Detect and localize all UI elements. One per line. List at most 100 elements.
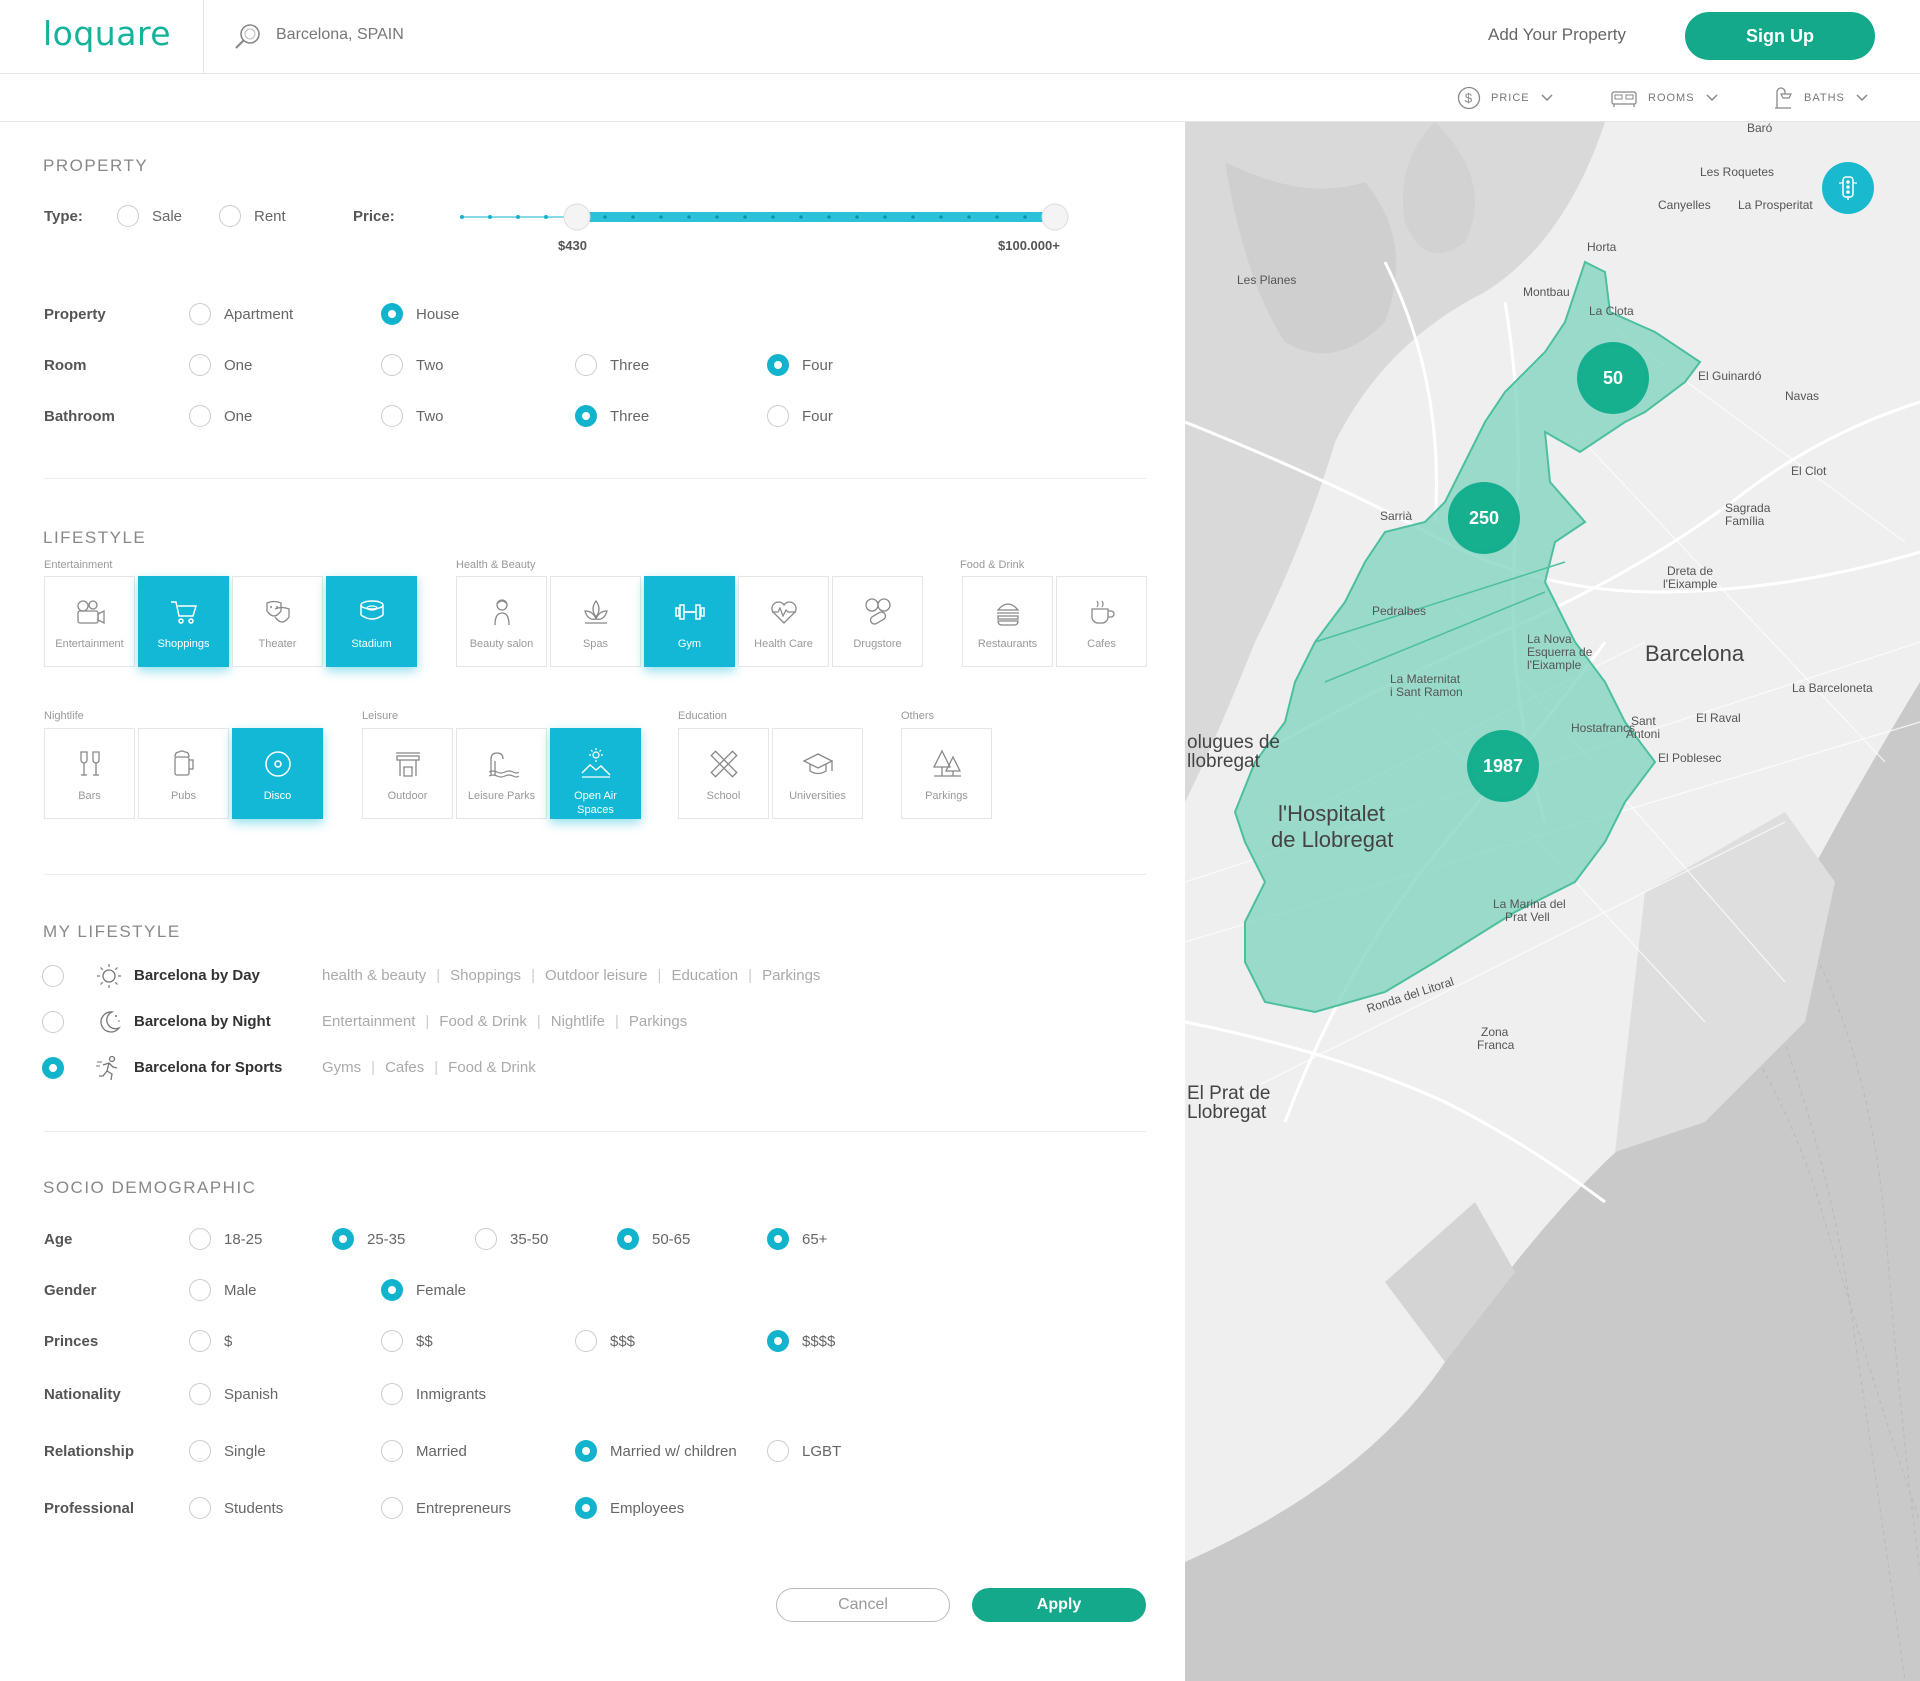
room-three-radio[interactable]: Three bbox=[575, 354, 649, 376]
tile-shoppings[interactable]: Shoppings bbox=[138, 576, 229, 667]
room-two-radio[interactable]: Two bbox=[381, 354, 444, 376]
radio-button[interactable] bbox=[219, 205, 241, 227]
radio-button[interactable] bbox=[381, 1440, 403, 1462]
tile-pubs[interactable]: Pubs bbox=[138, 728, 229, 819]
property-apartment-radio[interactable]: Apartment bbox=[189, 303, 293, 325]
tile-school[interactable]: School bbox=[678, 728, 769, 819]
radio-button[interactable] bbox=[332, 1228, 354, 1250]
search-icon[interactable] bbox=[233, 22, 263, 52]
cancel-button[interactable]: Cancel bbox=[776, 1588, 950, 1622]
tile-drugstore[interactable]: Drugstore bbox=[832, 576, 923, 667]
radio-button[interactable] bbox=[189, 1228, 211, 1250]
bathroom-two-radio[interactable]: Two bbox=[381, 405, 444, 427]
my-lifestyle-item[interactable]: Barcelona by Night Entertainment | Food & … bbox=[42, 1007, 942, 1037]
radio-button[interactable] bbox=[42, 965, 64, 987]
signup-button[interactable]: Sign Up bbox=[1685, 12, 1875, 60]
tile-open-air-spaces[interactable]: Open Air Spaces bbox=[550, 728, 641, 819]
map-pin-cluster[interactable]: 50 bbox=[1577, 342, 1649, 414]
tile-restaurants[interactable]: Restaurants bbox=[962, 576, 1053, 667]
radio-button[interactable] bbox=[767, 405, 789, 427]
room-four-radio[interactable]: Four bbox=[767, 354, 833, 376]
location-search-input[interactable]: Barcelona, SPAIN bbox=[276, 26, 404, 43]
radio-button[interactable] bbox=[189, 405, 211, 427]
age-50-65-checkbox[interactable]: 50-65 bbox=[617, 1228, 690, 1250]
radio-button[interactable] bbox=[475, 1228, 497, 1250]
nationality-spanish-radio[interactable]: Spanish bbox=[189, 1383, 278, 1405]
tile-cafes[interactable]: Cafes bbox=[1056, 576, 1147, 667]
professional-employees-radio[interactable]: Employees bbox=[575, 1497, 684, 1519]
type-rent-radio[interactable]: Rent bbox=[219, 205, 286, 227]
radio-button[interactable] bbox=[381, 354, 403, 376]
radio-button[interactable] bbox=[617, 1228, 639, 1250]
slider-max-handle[interactable] bbox=[1041, 203, 1069, 231]
relationship-married-radio[interactable]: Married bbox=[381, 1440, 467, 1462]
bathroom-three-radio[interactable]: Three bbox=[575, 405, 649, 427]
tile-disco[interactable]: Disco bbox=[232, 728, 323, 819]
relationship-married-children-radio[interactable]: Married w/ children bbox=[575, 1440, 737, 1462]
tile-health-care[interactable]: Health Care bbox=[738, 576, 829, 667]
relationship-lgbt-radio[interactable]: LGBT bbox=[767, 1440, 841, 1462]
radio-button[interactable] bbox=[117, 205, 139, 227]
room-one-radio[interactable]: One bbox=[189, 354, 252, 376]
radio-button[interactable] bbox=[381, 1497, 403, 1519]
tile-stadium[interactable]: Stadium bbox=[326, 576, 417, 667]
property-house-radio[interactable]: House bbox=[381, 303, 459, 325]
price-filter-dropdown[interactable]: $ PRICE bbox=[1457, 84, 1554, 112]
professional-entrepreneurs-radio[interactable]: Entrepreneurs bbox=[381, 1497, 511, 1519]
radio-button[interactable] bbox=[381, 1330, 403, 1352]
radio-button[interactable] bbox=[575, 1497, 597, 1519]
radio-button[interactable] bbox=[189, 1383, 211, 1405]
tile-theater[interactable]: Theater bbox=[232, 576, 323, 667]
slider-min-handle[interactable] bbox=[563, 203, 591, 231]
rooms-filter-dropdown[interactable]: ROOMS bbox=[1610, 84, 1719, 112]
type-sale-radio[interactable]: Sale bbox=[117, 205, 182, 227]
princes-2-radio[interactable]: $$ bbox=[381, 1330, 433, 1352]
radio-button[interactable] bbox=[42, 1011, 64, 1033]
tile-spas[interactable]: Spas bbox=[550, 576, 641, 667]
map-view[interactable]: 50 250 1987 Barcelona l'Hospitalet de Ll… bbox=[1185, 122, 1920, 1681]
tile-outdoor[interactable]: Outdoor bbox=[362, 728, 453, 819]
tile-beauty-salon[interactable]: Beauty salon bbox=[456, 576, 547, 667]
radio-button[interactable] bbox=[189, 1330, 211, 1352]
relationship-single-radio[interactable]: Single bbox=[189, 1440, 266, 1462]
age-65-plus-checkbox[interactable]: 65+ bbox=[767, 1228, 827, 1250]
radio-button[interactable] bbox=[189, 1497, 211, 1519]
radio-button[interactable] bbox=[381, 303, 403, 325]
apply-button[interactable]: Apply bbox=[972, 1588, 1146, 1622]
professional-students-radio[interactable]: Students bbox=[189, 1497, 283, 1519]
radio-button[interactable] bbox=[189, 1440, 211, 1462]
princes-4-radio[interactable]: $$$$ bbox=[767, 1330, 835, 1352]
radio-button[interactable] bbox=[381, 1279, 403, 1301]
tile-parkings[interactable]: Parkings bbox=[901, 728, 992, 819]
radio-button[interactable] bbox=[189, 354, 211, 376]
age-25-35-checkbox[interactable]: 25-35 bbox=[332, 1228, 405, 1250]
radio-button[interactable] bbox=[189, 303, 211, 325]
tile-universities[interactable]: Universities bbox=[772, 728, 863, 819]
princes-1-radio[interactable]: $ bbox=[189, 1330, 232, 1352]
radio-button[interactable] bbox=[767, 354, 789, 376]
radio-button[interactable] bbox=[575, 405, 597, 427]
princes-3-radio[interactable]: $$$ bbox=[575, 1330, 635, 1352]
tile-leisure-parks[interactable]: Leisure Parks bbox=[456, 728, 547, 819]
baths-filter-dropdown[interactable]: BATHS bbox=[1772, 84, 1869, 112]
logo[interactable]: loquare bbox=[43, 14, 172, 53]
bathroom-four-radio[interactable]: Four bbox=[767, 405, 833, 427]
tile-entertainment[interactable]: Entertainment bbox=[44, 576, 135, 667]
age-18-25-checkbox[interactable]: 18-25 bbox=[189, 1228, 262, 1250]
radio-button[interactable] bbox=[381, 1383, 403, 1405]
tile-gym[interactable]: Gym bbox=[644, 576, 735, 667]
radio-button[interactable] bbox=[575, 354, 597, 376]
radio-button[interactable] bbox=[42, 1057, 64, 1079]
tile-bars[interactable]: Bars bbox=[44, 728, 135, 819]
my-lifestyle-item[interactable]: Barcelona by Day health & beauty | Shoppin… bbox=[42, 961, 942, 991]
map-pin-cluster[interactable]: 250 bbox=[1448, 482, 1520, 554]
radio-button[interactable] bbox=[575, 1330, 597, 1352]
gender-male-radio[interactable]: Male bbox=[189, 1279, 257, 1301]
radio-button[interactable] bbox=[767, 1228, 789, 1250]
price-range-slider[interactable] bbox=[455, 197, 1075, 237]
radio-button[interactable] bbox=[575, 1440, 597, 1462]
gender-female-radio[interactable]: Female bbox=[381, 1279, 466, 1301]
add-property-link[interactable]: Add Your Property bbox=[1488, 25, 1626, 44]
radio-button[interactable] bbox=[767, 1440, 789, 1462]
map-pin-cluster[interactable]: 1987 bbox=[1467, 730, 1539, 802]
